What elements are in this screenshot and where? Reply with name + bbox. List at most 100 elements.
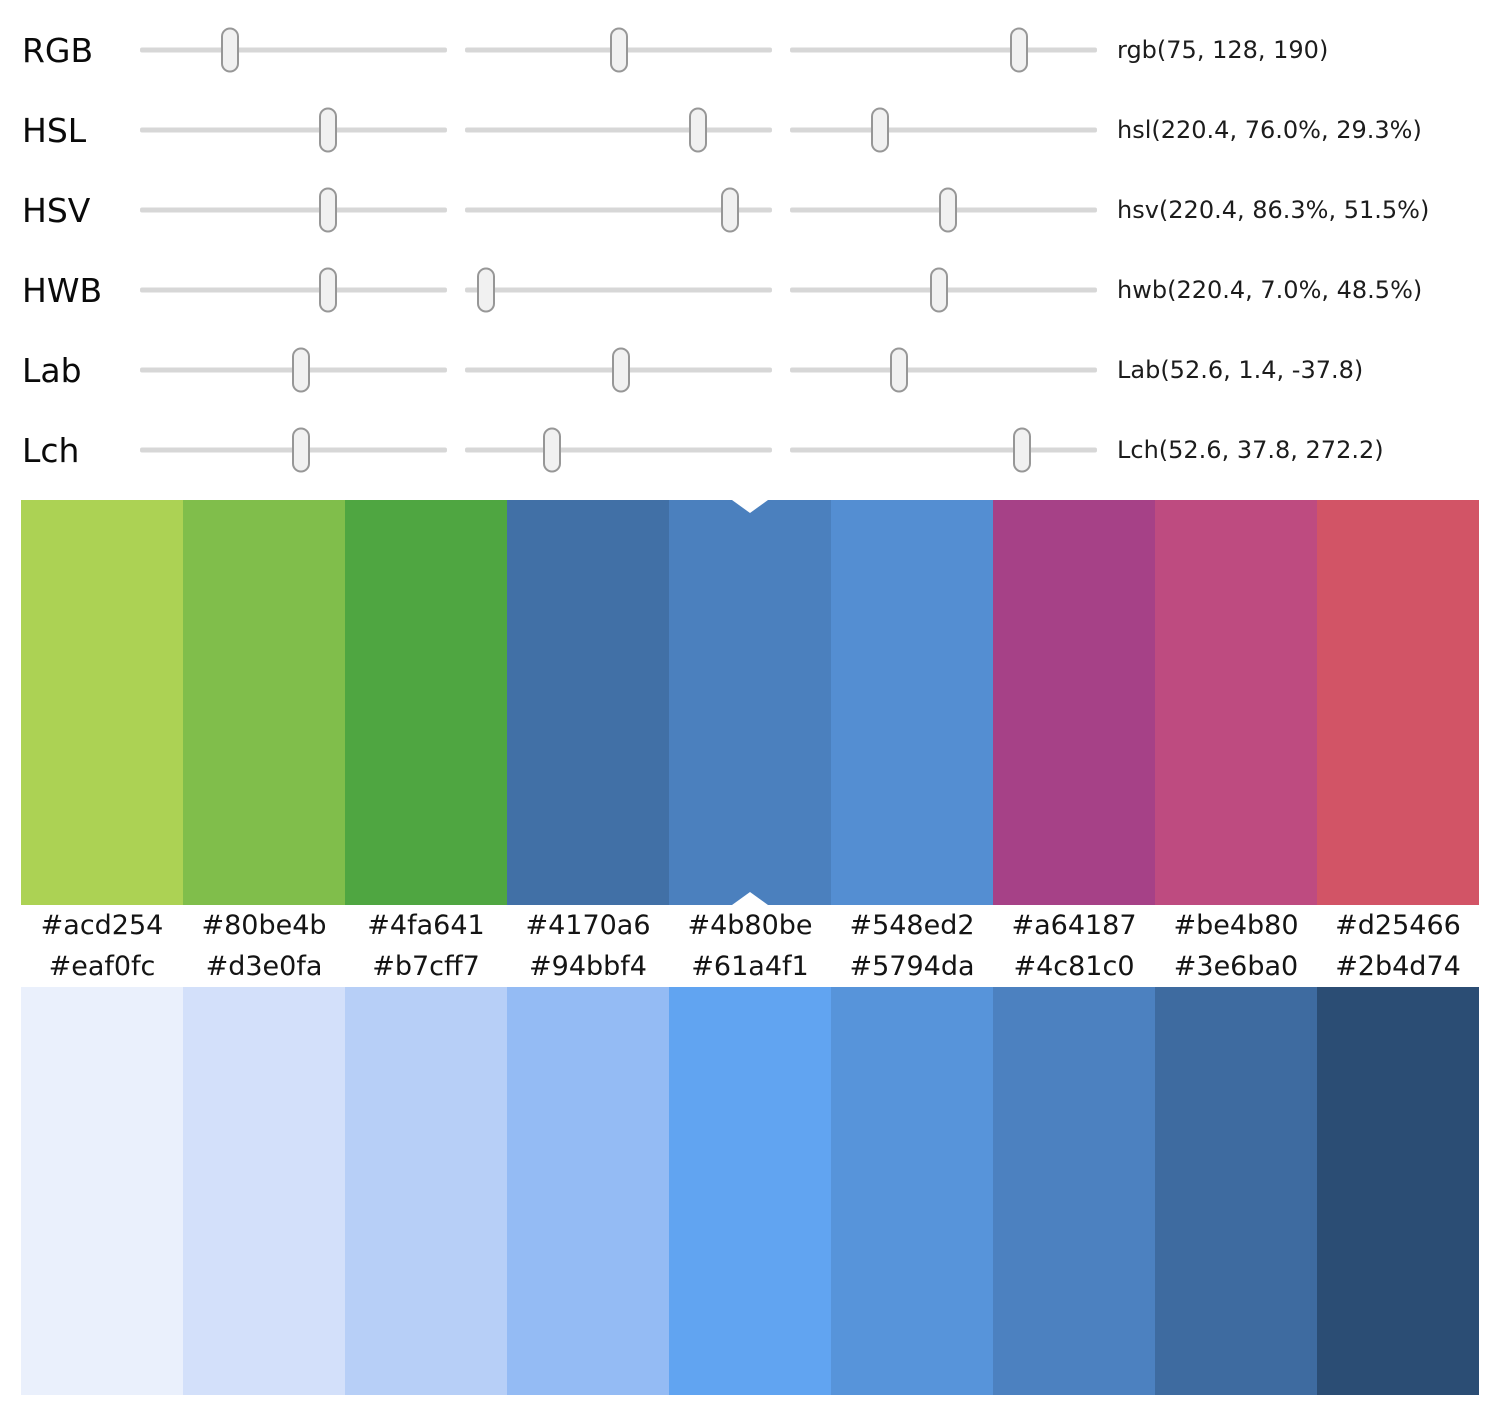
hue-palette: [21, 500, 1479, 905]
slider-value-text-hwb: hwb(220.4, 7.0%, 48.5%): [1117, 276, 1423, 304]
tint-shade-palette-hex-label-7: #4c81c0: [1013, 951, 1135, 982]
slider-row-label-hsv: HSV: [22, 190, 91, 230]
rgb-slider-thumb-3[interactable]: [1009, 27, 1028, 73]
slider-row-label-hsl: HSL: [22, 110, 87, 150]
hue-palette-swatch-7[interactable]: [993, 500, 1155, 905]
rgb-slider-track-3[interactable]: [790, 23, 1097, 77]
hsl-slider-thumb-2[interactable]: [689, 107, 708, 153]
tint-shade-palette-swatch-7[interactable]: [993, 987, 1155, 1395]
hwb-slider-thumb-3[interactable]: [929, 267, 948, 313]
lch-slider-track-1[interactable]: [140, 423, 447, 477]
hue-palette-swatch-4[interactable]: [507, 500, 669, 905]
tint-shade-palette-swatch-3[interactable]: [345, 987, 507, 1395]
hsv-slider-track-3[interactable]: [790, 183, 1097, 237]
slider-row-hsl: HSL hsl(220.4, 76.0%, 29.3%): [0, 90, 1501, 170]
tint-shade-palette-hex-label-6: #5794da: [849, 951, 975, 982]
hwb-slider-track-2[interactable]: [465, 263, 772, 317]
rgb-slider-thumb-1[interactable]: [221, 27, 240, 73]
slider-row-hwb: HWB hwb(220.4, 7.0%, 48.5%): [0, 250, 1501, 330]
hue-palette-swatch-9[interactable]: [1317, 500, 1479, 905]
tint-shade-palette: [21, 987, 1479, 1395]
hue-palette-swatch-2[interactable]: [183, 500, 345, 905]
hue-palette-hex-label-8: #be4b80: [1173, 910, 1299, 941]
hwb-slider-track-3[interactable]: [790, 263, 1097, 317]
rgb-slider-track-1[interactable]: [140, 23, 447, 77]
lch-slider-thumb-3[interactable]: [1013, 427, 1032, 473]
slider-row-label-hwb: HWB: [22, 270, 103, 310]
hsl-slider-track-3[interactable]: [790, 103, 1097, 157]
slider-tracks-hwb: [140, 263, 1097, 317]
hue-palette-hex-label-7: #a64187: [1011, 910, 1137, 941]
lab-slider-thumb-1[interactable]: [292, 347, 311, 393]
tint-shade-palette-swatch-6[interactable]: [831, 987, 993, 1395]
tint-shade-palette-swatch-1[interactable]: [21, 987, 183, 1395]
slider-row-label-lab: Lab: [22, 350, 82, 390]
lab-slider-track-3[interactable]: [790, 343, 1097, 397]
slider-value-text-lab: Lab(52.6, 1.4, -37.8): [1117, 356, 1364, 384]
slider-tracks-lab: [140, 343, 1097, 397]
hue-palette-swatch-5[interactable]: [669, 500, 831, 905]
hsv-slider-track-2[interactable]: [465, 183, 772, 237]
slider-row-lch: Lch Lch(52.6, 37.8, 272.2): [0, 410, 1501, 490]
lab-slider-track-1[interactable]: [140, 343, 447, 397]
hue-palette-hex-label-3: #4fa641: [367, 910, 485, 941]
hue-palette-swatch-3[interactable]: [345, 500, 507, 905]
lch-slider-track-3[interactable]: [790, 423, 1097, 477]
hsl-slider-thumb-3[interactable]: [870, 107, 889, 153]
rgb-slider-track-2[interactable]: [465, 23, 772, 77]
slider-value-text-rgb: rgb(75, 128, 190): [1117, 36, 1329, 64]
slider-value-text-lch: Lch(52.6, 37.8, 272.2): [1117, 436, 1384, 464]
lab-slider-thumb-2[interactable]: [611, 347, 630, 393]
slider-tracks-rgb: [140, 23, 1097, 77]
hue-palette-hex-label-4: #4170a6: [525, 910, 651, 941]
lch-slider-thumb-1[interactable]: [292, 427, 311, 473]
slider-row-label-lch: Lch: [22, 430, 80, 470]
slider-tracks-lch: [140, 423, 1097, 477]
hsv-slider-thumb-1[interactable]: [318, 187, 337, 233]
tint-shade-palette-swatch-9[interactable]: [1317, 987, 1479, 1395]
tint-shade-palette-swatch-5[interactable]: [669, 987, 831, 1395]
selected-swatch-notch-bottom-icon: [732, 892, 768, 905]
hue-palette-hex-label-1: #acd254: [40, 910, 164, 941]
slider-tracks-hsv: [140, 183, 1097, 237]
tint-shade-palette-swatch-2[interactable]: [183, 987, 345, 1395]
hsl-slider-track-2[interactable]: [465, 103, 772, 157]
hsv-slider-thumb-2[interactable]: [720, 187, 739, 233]
tint-shade-palette-hex-label-3: #b7cff7: [372, 951, 480, 982]
hsv-slider-track-1[interactable]: [140, 183, 447, 237]
slider-value-text-hsv: hsv(220.4, 86.3%, 51.5%): [1117, 196, 1430, 224]
lch-slider-thumb-2[interactable]: [542, 427, 561, 473]
slider-row-lab: Lab Lab(52.6, 1.4, -37.8): [0, 330, 1501, 410]
slider-row-rgb: RGB rgb(75, 128, 190): [0, 10, 1501, 90]
tint-shade-palette-hex-label-9: #2b4d74: [1335, 951, 1461, 982]
lab-slider-thumb-3[interactable]: [889, 347, 908, 393]
rgb-slider-thumb-2[interactable]: [610, 27, 629, 73]
tint-shade-palette-swatch-8[interactable]: [1155, 987, 1317, 1395]
hwb-slider-track-1[interactable]: [140, 263, 447, 317]
hue-palette-hex-label-6: #548ed2: [849, 910, 975, 941]
hsl-slider-thumb-1[interactable]: [318, 107, 337, 153]
tint-shade-palette-hex-label-2: #d3e0fa: [205, 951, 323, 982]
tint-shade-palette-hex-label-1: #eaf0fc: [48, 951, 156, 982]
hue-palette-swatch-1[interactable]: [21, 500, 183, 905]
hue-palette-swatch-8[interactable]: [1155, 500, 1317, 905]
tint-shade-palette-hex-label-4: #94bbf4: [529, 951, 647, 982]
hue-palette-swatch-6[interactable]: [831, 500, 993, 905]
hwb-slider-thumb-1[interactable]: [318, 267, 337, 313]
hue-palette-hex-label-2: #80be4b: [201, 910, 327, 941]
hwb-slider-thumb-2[interactable]: [477, 267, 496, 313]
hue-palette-hex-labels: #acd254 #80be4b #4fa641 #4170a6 #4b80be #548e…: [21, 905, 1479, 946]
tint-shade-palette-swatch-4[interactable]: [507, 987, 669, 1395]
slider-value-text-hsl: hsl(220.4, 76.0%, 29.3%): [1117, 116, 1422, 144]
lch-slider-track-2[interactable]: [465, 423, 772, 477]
hue-palette-hex-label-5: #4b80be: [687, 910, 813, 941]
hue-palette-hex-label-9: #d25466: [1335, 910, 1461, 941]
hsv-slider-thumb-3[interactable]: [939, 187, 958, 233]
tint-shade-palette-hex-labels: #eaf0fc #d3e0fa #b7cff7 #94bbf4 #61a4f1 #5794…: [21, 946, 1479, 987]
hsl-slider-track-1[interactable]: [140, 103, 447, 157]
color-slider-panel: RGB rgb(75, 128, 190) HSL hsl(220.4, 76.0%,…: [0, 0, 1501, 490]
slider-row-hsv: HSV hsv(220.4, 86.3%, 51.5%): [0, 170, 1501, 250]
lab-slider-track-2[interactable]: [465, 343, 772, 397]
slider-tracks-hsl: [140, 103, 1097, 157]
tint-shade-palette-hex-label-5: #61a4f1: [691, 951, 809, 982]
